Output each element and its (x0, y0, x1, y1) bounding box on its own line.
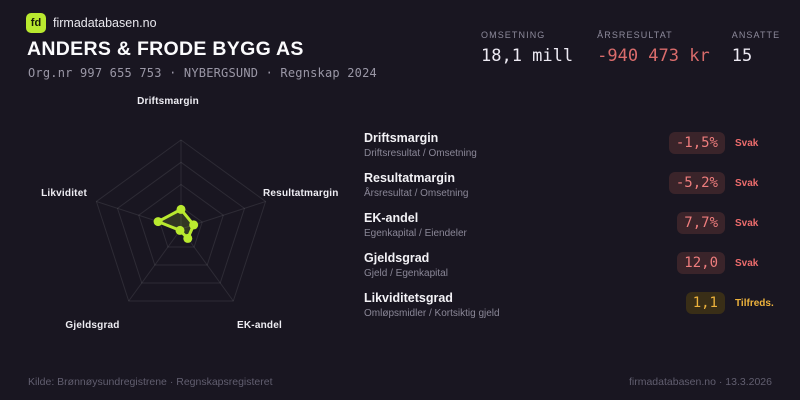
metric-text: Gjeldsgrad Gjeld / Egenkapital (364, 251, 448, 280)
stat-value: -940 473 kr (597, 46, 710, 66)
radar-axis-spoke (128, 228, 182, 302)
metric-value-pill: 7,7% (677, 212, 725, 234)
stat-block: ANSATTE 15 (732, 30, 781, 66)
stat-label: ANSATTE (731, 30, 781, 40)
metric-title: Resultatmargin (364, 171, 455, 185)
radar-axis-label-gjeldsgrad: Gjeldsgrad (65, 320, 120, 331)
metric-row: EK-andel Egenkapital / Eiendeler 7,7% Sv… (364, 211, 772, 251)
metric-status-label: Svak (735, 137, 759, 149)
metric-row: Gjeldsgrad Gjeld / Egenkapital 12,0 Svak (364, 251, 772, 291)
radar-data-point (153, 217, 163, 227)
radar-chart-svg (95, 139, 267, 302)
metric-value-pill: 12,0 (677, 252, 725, 274)
company-name: ANDERS & FRODE BYGG AS (27, 38, 304, 60)
metric-title: Gjeldsgrad (364, 251, 430, 265)
radar-axis-label-resultatmargin: Resultatmargin (263, 188, 339, 199)
metric-text: EK-andel Egenkapital / Eiendeler (364, 211, 467, 240)
metric-formula: Omløpsmidler / Kortsiktig gjeld (364, 308, 500, 319)
metric-value-group: -1,5% Svak (668, 132, 772, 154)
stat-value: 18,1 mill (481, 46, 574, 66)
radar-grid-ring (138, 183, 224, 266)
brand-logo-icon: fd (26, 13, 46, 33)
radar-axis-label-likviditet: Likviditet (41, 188, 87, 199)
footer-source-text: Kilde: Brønnøysundregistrene · Regnskaps… (28, 376, 273, 388)
radar-data-point (189, 220, 199, 230)
metric-value-group: 7,7% Svak (677, 212, 772, 234)
metric-status-label: Svak (735, 177, 759, 189)
metric-value-group: 1,1 Tilfreds. (685, 292, 774, 314)
stat-block: ÅRSRESULTAT -940 473 kr (597, 30, 710, 66)
metric-title: EK-andel (364, 211, 419, 225)
radar-axis-label-ek-andel: EK-andel (237, 320, 282, 331)
metric-formula: Driftsresultat / Omsetning (364, 148, 477, 159)
metric-status-label: Svak (735, 217, 759, 229)
metric-text: Resultatmargin Årsresultat / Omsetning (364, 171, 468, 200)
radar-data-point (175, 225, 185, 235)
metric-status-label: Tilfreds. (735, 297, 774, 309)
metric-text: Likviditetsgrad Omløpsmidler / Kortsikti… (364, 291, 500, 320)
radar-axis-label-driftsmargin: Driftsmargin (137, 96, 199, 107)
metric-formula: Årsresultat / Omsetning (364, 188, 469, 199)
radar-grid-ring (95, 139, 267, 302)
brand-site-name: firmadatabasen.no (53, 16, 157, 30)
metric-row: Resultatmargin Årsresultat / Omsetning -… (364, 171, 772, 211)
metric-status-label: Svak (735, 257, 759, 269)
metric-formula: Gjeld / Egenkapital (364, 268, 448, 279)
metric-formula: Egenkapital / Eiendeler (364, 228, 467, 239)
stat-block: OMSETNING 18,1 mill (481, 30, 573, 66)
stat-label: OMSETNING (481, 30, 546, 40)
org-info-line: Org.nr 997 655 753 · NYBERGSUND · Regnsk… (28, 66, 377, 80)
metric-text: Driftsmargin Driftsresultat / Omsetning (364, 131, 477, 160)
metric-value-pill: -1,5% (668, 132, 725, 154)
metrics-list: Driftsmargin Driftsresultat / Omsetning … (364, 131, 774, 331)
radar-data-point (176, 204, 186, 214)
metric-title: Driftsmargin (364, 131, 439, 145)
metric-row: Driftsmargin Driftsresultat / Omsetning … (364, 131, 772, 171)
metric-value-pill: 1,1 (685, 292, 725, 314)
metric-value-group: 12,0 Svak (677, 252, 772, 274)
radar-chart: Driftsmargin Resultatmargin EK-andel Gje… (0, 90, 360, 350)
metric-value-group: -5,2% Svak (668, 172, 772, 194)
metric-title: Likviditetsgrad (364, 291, 453, 305)
footer-site-date: firmadatabasen.no · 13.3.2026 (628, 376, 772, 388)
stat-value: 15 (731, 46, 753, 66)
key-stats: OMSETNING 18,1 mill ÅRSRESULTAT -940 473… (481, 30, 800, 66)
metric-value-pill: -5,2% (668, 172, 725, 194)
metric-row: Likviditetsgrad Omløpsmidler / Kortsikti… (364, 291, 774, 331)
stat-label: ÅRSRESULTAT (597, 30, 673, 40)
radar-data-point (183, 233, 193, 243)
radar-grid-ring (116, 161, 246, 284)
